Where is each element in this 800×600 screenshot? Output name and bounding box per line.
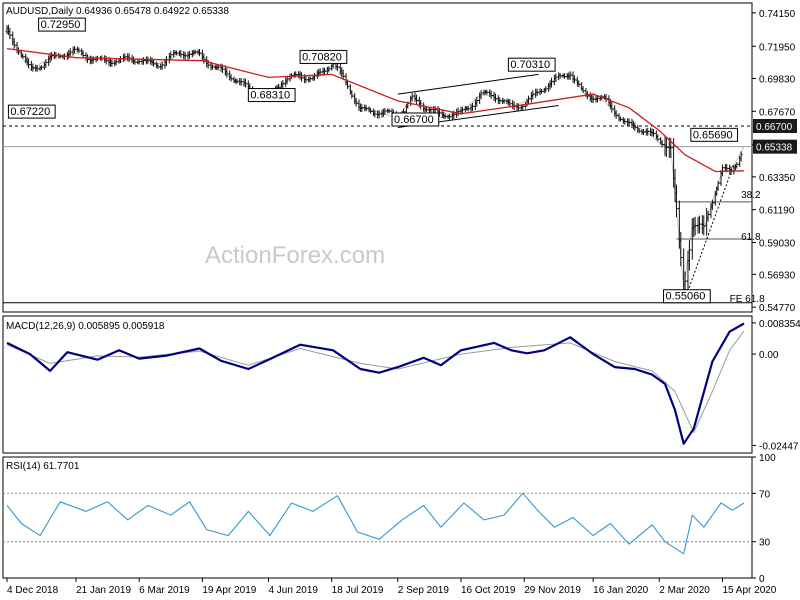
annotation-label: 0.65690 — [693, 129, 733, 141]
price-tick-label: 0.59030 — [759, 238, 796, 249]
x-tick-label: 4 Dec 2018 — [7, 585, 59, 596]
price-tick-label: 0.54770 — [759, 303, 796, 314]
price-trendline — [397, 73, 539, 95]
price-tick-label: 0.61190 — [759, 206, 795, 217]
rsi-tick-label: 0 — [759, 574, 765, 585]
macd-panel: MACD(12,26,9) 0.005895 0.005918 0.008354 0… — [6, 319, 800, 453]
x-tick-label: 19 Apr 2019 — [202, 585, 256, 596]
price-trendline — [683, 163, 735, 303]
macd-tick-label: 0.00 — [759, 350, 779, 361]
annotation-label: 0.70310 — [510, 59, 550, 71]
panel-frame-rsi — [2, 456, 753, 579]
annotation-box — [690, 127, 739, 142]
price-panel: AUDUSD,Daily 0.64936 0.65478 0.64922 0.6… — [3, 6, 797, 314]
rsi-tick-label: 30 — [759, 538, 771, 549]
x-axis: 4 Dec 2018 21 Jan 2019 6 Mar 2019 19 Apr 20… — [6, 578, 777, 596]
annotation-box — [247, 88, 296, 103]
macd-tick-label: -0.02447 — [759, 441, 799, 452]
rsi-panel: RSI(14) 61.7701 100 70 30 0 — [3, 453, 776, 585]
x-tick-label: 2 Mar 2020 — [659, 585, 710, 596]
fib-label: 61.8 — [741, 232, 761, 243]
moving-average-line — [6, 47, 745, 173]
panel-frame-macd — [2, 315, 753, 454]
price-tick-label: 0.74150 — [759, 9, 796, 20]
price-tick-label: 0.63350 — [759, 173, 796, 184]
fib-label: FE 61.8 — [730, 294, 765, 305]
panel-frames — [2, 2, 753, 579]
x-tick-label: 16 Oct 2019 — [461, 585, 516, 596]
annotation-label: 0.68310 — [250, 90, 290, 102]
price-tag-label: 0.65338 — [756, 143, 793, 154]
x-tick-label: 6 Mar 2019 — [139, 585, 190, 596]
rsi-line — [6, 492, 745, 555]
price-tick-label: 0.69830 — [759, 74, 796, 85]
annotation-box — [507, 57, 556, 72]
price-header: AUDUSD,Daily 0.64936 0.65478 0.64922 0.6… — [6, 6, 229, 17]
x-tick-label: 18 Jul 2019 — [332, 585, 384, 596]
price-tag-box — [753, 139, 797, 154]
rsi-tick-label: 100 — [759, 453, 776, 464]
x-tick-label: 29 Nov 2019 — [524, 585, 581, 596]
price-tick-label: 0.56930 — [759, 270, 796, 281]
price-tag-box — [753, 118, 797, 133]
macd-header: MACD(12,26,9) 0.005895 0.005918 — [6, 321, 165, 332]
annotation-label: 0.72950 — [41, 19, 81, 31]
annotation-box — [7, 104, 56, 119]
watermark-text: ActionForex.com — [205, 242, 385, 269]
annotation-label: 0.66700 — [394, 114, 434, 126]
annotation-box — [391, 112, 440, 127]
panel-frame-price — [2, 2, 753, 313]
macd-tick-label: 0.008354 — [759, 319, 800, 330]
price-tick-label: 0.67670 — [759, 107, 796, 118]
watermark: ActionForex.com — [205, 242, 385, 269]
price-tick-label: 0.71950 — [759, 42, 796, 53]
price-series-line — [6, 30, 745, 289]
macd-line — [6, 322, 745, 445]
x-tick-label: 21 Jan 2019 — [76, 585, 131, 596]
fib-label: 38.2 — [741, 190, 761, 201]
annotation-label: 0.67220 — [10, 106, 50, 118]
annotation-box — [38, 17, 86, 32]
annotation-box — [299, 49, 348, 64]
x-tick-label: 2 Sep 2019 — [398, 585, 450, 596]
macd-signal-line — [6, 330, 745, 433]
rsi-tick-label: 70 — [759, 489, 771, 500]
x-tick-label: 16 Jan 2020 — [593, 585, 648, 596]
annotation-label: 0.70820 — [302, 51, 342, 63]
annotation-label: 0.55060 — [666, 291, 706, 303]
price-tag-label: 0.66700 — [756, 122, 793, 133]
x-tick-label: 15 Apr 2020 — [722, 585, 776, 596]
x-tick-label: 4 Jun 2019 — [268, 585, 318, 596]
rsi-header: RSI(14) 61.7701 — [6, 461, 80, 472]
annotation-box — [663, 289, 711, 304]
